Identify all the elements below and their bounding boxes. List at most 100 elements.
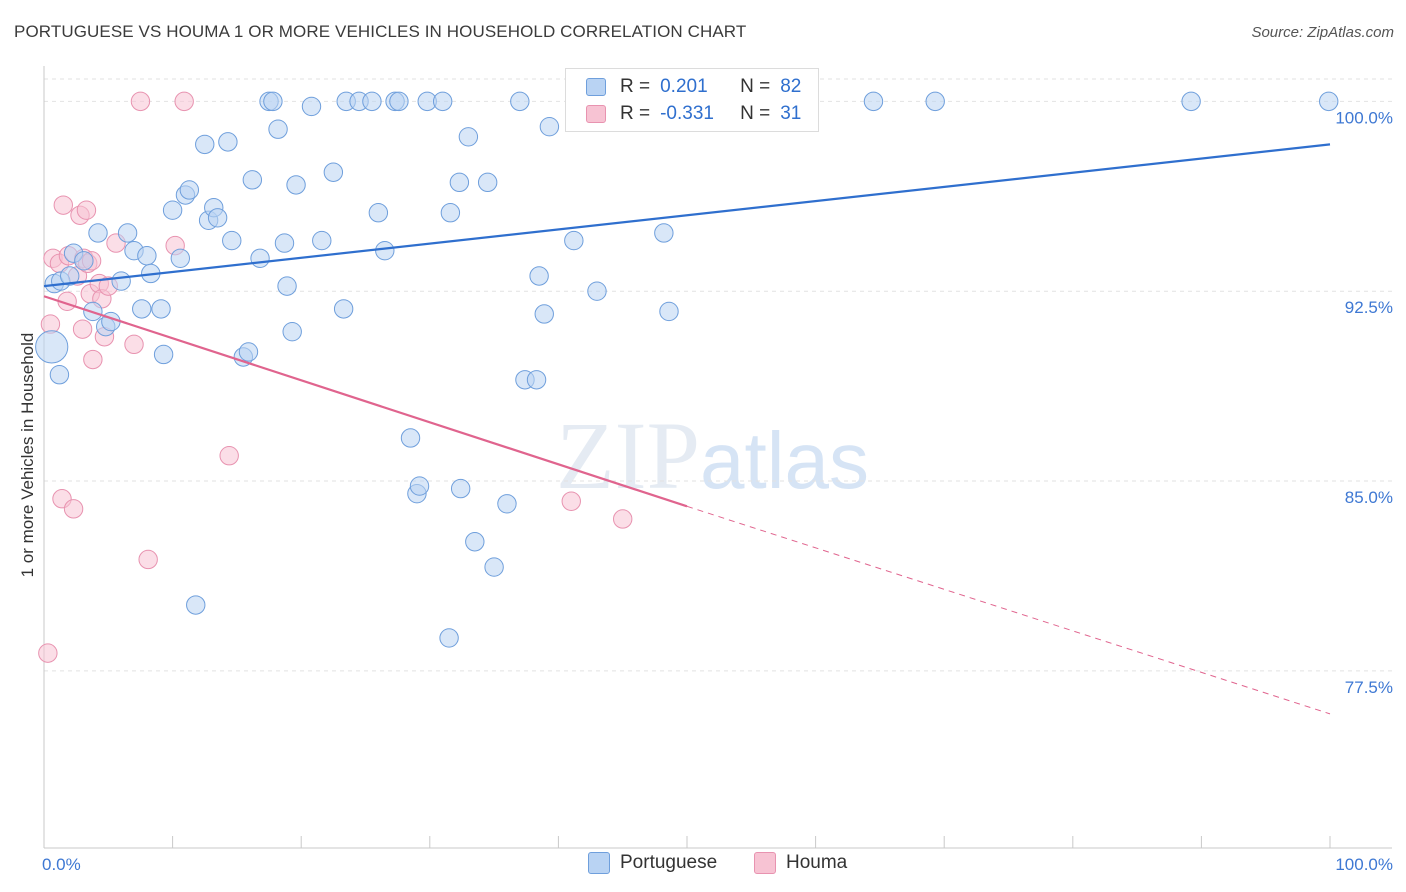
legend-n-label: N = [740,76,771,97]
houma-trend-extension [686,505,1331,715]
portuguese-point [323,162,344,182]
portuguese-point [179,180,200,200]
portuguese-point [250,248,270,268]
portuguese-point [484,557,504,577]
houma-point [83,349,103,370]
houma-point [561,491,581,511]
correlation-legend: R = 0.201 N = 82 R = -0.331 N = 31 [565,68,819,132]
portuguese-point [162,200,183,220]
portuguese-point [268,119,288,139]
portuguese-point [450,478,471,499]
houma-swatch [586,105,606,123]
portuguese-point [449,172,470,193]
portuguese-point [465,532,485,552]
portuguese-point [277,276,297,296]
portuguese-point [222,230,242,251]
portuguese-point [111,271,131,291]
y-axis-title: 1 or more Vehicles in Household [18,332,37,578]
portuguese-point [286,175,306,195]
legend-n-label: N = [740,103,771,124]
axis-layer [43,66,1392,849]
houma-point [76,200,97,220]
portuguese-point [497,494,517,514]
portuguese-point [282,321,302,342]
portuguese-point [88,223,108,243]
legend-n-value: 82 [780,76,802,97]
portuguese-point [35,330,69,364]
houma-swatch [754,852,776,874]
houma-point [63,499,84,519]
bottom-legend-portuguese: Portuguese [588,852,717,874]
legend-r-value: 0.201 [660,76,708,97]
houma-trend-line [43,295,688,508]
x-tick-label: 100.0% [1335,855,1393,874]
legend-n-value: 31 [780,103,802,124]
portuguese-point [218,132,238,152]
houma-point [72,319,93,339]
legend-r-value: -0.331 [660,103,714,124]
portuguese-point [539,116,560,137]
legend-label-portuguese: Portuguese [620,852,718,873]
portuguese-point [440,203,461,223]
watermark: ZIPatlas [556,400,869,511]
legend-row-portuguese: R = 0.201 N = 82 [586,74,801,100]
portuguese-point [49,365,70,385]
chart-source: Source: ZipAtlas.com [1251,24,1394,41]
portuguese-point [207,208,228,228]
portuguese-point [477,172,498,193]
grid-layer [44,78,1392,672]
portuguese-point [458,127,479,147]
houma-point [613,509,633,529]
trend-layer [43,143,1331,715]
portuguese-point [74,251,94,271]
portuguese-point [389,91,409,112]
houma-point [219,446,239,466]
portuguese-point [432,91,453,112]
portuguese-points [35,91,1339,648]
y-tick-label: 92.5% [1345,298,1393,317]
portuguese-point [375,240,395,261]
houma-point [138,549,158,570]
portuguese-point [654,223,674,243]
houma-point [124,334,144,355]
y-tick-label: 100.0% [1335,108,1393,127]
portuguese-point [274,233,295,253]
portuguese-point [151,299,171,319]
y-tick-label: 77.5% [1345,678,1393,697]
tick-label-layer: 77.5% 85.0% 92.5% 100.0% 0.0% 100.0% [42,108,1393,874]
portuguese-point [333,299,354,319]
portuguese-point [439,628,459,648]
houma-point [130,91,151,112]
portuguese-point [137,246,157,266]
legend-label-houma: Houma [786,852,848,873]
y-tick-label: 85.0% [1345,488,1393,507]
portuguese-point [170,248,191,268]
portuguese-point [409,476,430,496]
portuguese-point [564,230,584,251]
portuguese-point [368,203,389,223]
portuguese-point [153,344,174,365]
portuguese-point [1319,91,1339,112]
houma-point [38,643,58,663]
houma-point [174,91,194,112]
portuguese-point [529,266,549,286]
houma-point [53,195,73,215]
portuguese-point [534,304,554,324]
portuguese-point [526,370,547,390]
legend-row-houma: R = -0.331 N = 31 [586,101,801,127]
portuguese-point [132,299,152,319]
portuguese-point [186,595,206,615]
portuguese-point [195,134,215,155]
portuguese-point [238,342,259,362]
portuguese-point [1181,91,1201,112]
portuguese-swatch [588,852,610,874]
legend-r-label: R = [620,103,651,124]
portuguese-point [925,91,945,112]
portuguese-point [117,223,138,243]
portuguese-point [659,301,679,322]
watermark-atlas: atlas [700,416,869,505]
portuguese-point [242,170,263,190]
portuguese-point [312,230,332,251]
chart-title: PORTUGUESE VS HOUMA 1 OR MORE VEHICLES I… [14,22,747,41]
x-tick-label: 0.0% [42,855,81,874]
